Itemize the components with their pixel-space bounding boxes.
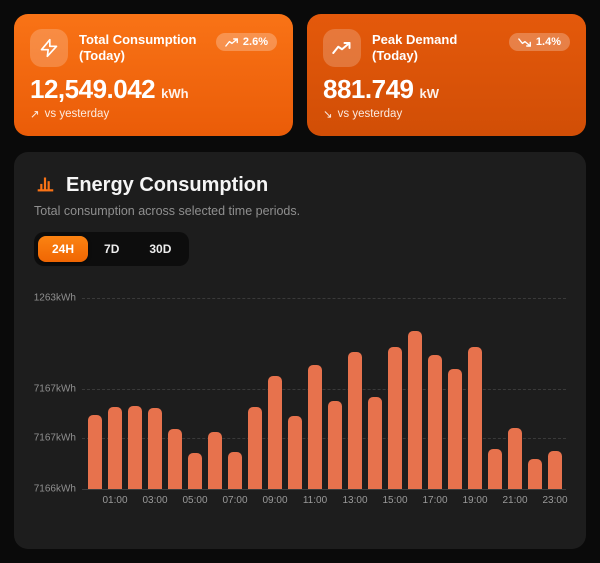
tab-24h[interactable]: 24H: [38, 236, 89, 262]
x-tick-label: 19:00: [462, 495, 488, 506]
panel-subtitle: Total consumption across selected time p…: [34, 204, 301, 218]
trend-badge: 2.6%: [215, 33, 277, 51]
y-tick-label: 7166kWh: [33, 483, 76, 495]
gridline: [82, 388, 566, 390]
badge-value: 2.6%: [242, 36, 268, 48]
bar-14:00[interactable]: [368, 396, 382, 489]
card-title: Total Consumption (Today): [79, 32, 197, 64]
bar-04:00[interactable]: [168, 429, 182, 489]
peak-demand-card: Peak Demand (Today) 1.4% 881.749 kW ↘ vs…: [307, 14, 586, 136]
card-footer: ↗ vs yesterday: [30, 107, 277, 121]
bar-16:00[interactable]: [408, 331, 422, 489]
bar-11:00[interactable]: [308, 365, 322, 489]
card-value: 12,549.042: [30, 74, 156, 104]
bar-20:00[interactable]: [488, 449, 502, 489]
y-tick-label: 1263kWh: [33, 292, 76, 304]
card-unit: kW: [419, 86, 439, 101]
x-tick-label: 11:00: [302, 495, 328, 506]
gridline: [82, 438, 566, 439]
card-unit: kWh: [161, 86, 189, 101]
gridline: [82, 298, 566, 299]
panel-title: Energy Consumption: [66, 174, 269, 196]
y-tick-label: 7167kWh: [33, 432, 76, 444]
bar-08:00[interactable]: [248, 407, 262, 489]
tab-30d[interactable]: 30D: [135, 236, 185, 262]
card-value: 881.749: [323, 74, 414, 104]
bar-21:00[interactable]: [508, 428, 522, 489]
arrow-up-right-icon: ↗: [30, 109, 40, 121]
bar-17:00[interactable]: [428, 355, 442, 489]
trend-badge: 1.4%: [508, 33, 570, 51]
bar-15:00[interactable]: [388, 347, 402, 489]
x-axis-labels: 01:00 03:00 05:00 07:00 09:00 11:00 13:00 15:00…: [95, 495, 575, 506]
trending-down-icon: [518, 37, 531, 47]
y-tick-label: 7167kWh: [33, 383, 76, 395]
bar-01:00[interactable]: [108, 407, 122, 489]
x-tick-label: 15:00: [382, 495, 408, 506]
bar-02:00[interactable]: [128, 405, 142, 489]
bar-03:00[interactable]: [148, 408, 162, 489]
energy-consumption-panel: Energy Consumption Total consumption acr…: [14, 152, 586, 549]
arrow-down-right-icon: ↘: [323, 109, 333, 121]
stat-cards-row: Total Consumption (Today) 2.6% 12,549.04…: [14, 14, 586, 136]
x-tick-label: 17:00: [422, 495, 448, 506]
gridline: [82, 489, 566, 490]
card-title: Peak Demand (Today): [372, 32, 458, 64]
bar-chart-icon: [34, 172, 56, 199]
total-consumption-card: Total Consumption (Today) 2.6% 12,549.04…: [14, 14, 293, 136]
x-tick-label: 07:00: [222, 495, 248, 506]
zap-icon: [30, 29, 68, 67]
bar-09:00[interactable]: [268, 375, 282, 489]
bar-12:00[interactable]: [328, 400, 342, 489]
bar-00:00[interactable]: [88, 415, 102, 489]
x-tick-label: 05:00: [182, 495, 208, 506]
bar-23:00[interactable]: [548, 451, 562, 489]
bar-05:00[interactable]: [188, 453, 202, 489]
bar-13:00[interactable]: [348, 352, 362, 489]
x-tick-label: 03:00: [142, 495, 168, 506]
x-tick-label: 13:00: [342, 495, 368, 506]
footer-label: vs yesterday: [337, 108, 403, 120]
badge-value: 1.4%: [535, 36, 561, 48]
bar-07:00[interactable]: [228, 451, 242, 489]
x-tick-label: 01:00: [102, 495, 128, 506]
x-tick-label: 21:00: [502, 495, 528, 506]
bars-row: [88, 298, 562, 489]
x-tick-label: 23:00: [542, 495, 568, 506]
bar-chart: 1263kWh 7167kWh 7167kWh 7166kWh 01:00 03:00 0…: [34, 293, 568, 511]
trending-up-icon: [225, 37, 238, 47]
bar-22:00[interactable]: [528, 459, 542, 489]
bar-06:00[interactable]: [208, 432, 222, 489]
footer-label: vs yesterday: [44, 108, 110, 120]
bar-18:00[interactable]: [448, 369, 462, 489]
time-range-tabs: 24H 7D 30D: [34, 232, 190, 266]
tab-7d[interactable]: 7D: [90, 236, 133, 262]
plot-area: 1263kWh 7167kWh 7167kWh 7166kWh: [34, 293, 566, 495]
x-tick-label: 09:00: [262, 495, 288, 506]
bar-10:00[interactable]: [288, 416, 302, 489]
trending-up-icon: [323, 29, 361, 67]
bar-19:00[interactable]: [468, 347, 482, 489]
card-footer: ↘ vs yesterday: [323, 107, 570, 121]
